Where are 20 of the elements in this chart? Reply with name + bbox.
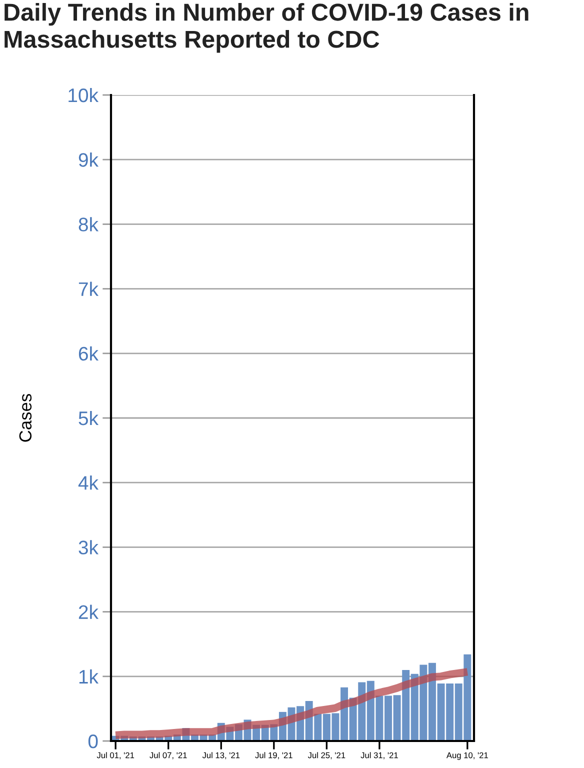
x-tick-label: Jul 25, '21 [308, 752, 346, 760]
y-tick-label: 8k [78, 217, 99, 232]
y-tick-label: 9k [78, 152, 99, 167]
x-tick-label: Jul 31, '21 [360, 752, 398, 760]
y-tick-label: 3k [78, 540, 99, 554]
y-tick-label: 7k [78, 282, 99, 296]
x-tick-label: Jul 19, '21 [255, 752, 292, 760]
y-tick-label: 0 [88, 734, 98, 748]
x-tick-label: Jul 13, '21 [202, 752, 240, 760]
x-tick-label: Aug 10, '21 [446, 752, 488, 760]
y-tick-label: 4k [78, 476, 99, 490]
chart-title: Daily Trends in Number of COVID-19 Cases in Massachusetts Reported to CDC [4, 3, 528, 53]
y-tick-label: 1k [79, 669, 99, 684]
x-tick-label: Jul 01, '21 [96, 752, 134, 760]
y-tick-label: 2k [78, 604, 99, 619]
y-tick-label: 5k [78, 410, 99, 426]
x-tick-label: Jul 07, '21 [150, 752, 187, 760]
y-tick-label: 6k [78, 346, 99, 361]
y-tick-label: 10k [68, 88, 99, 102]
y-axis-title: Cases [19, 394, 32, 442]
